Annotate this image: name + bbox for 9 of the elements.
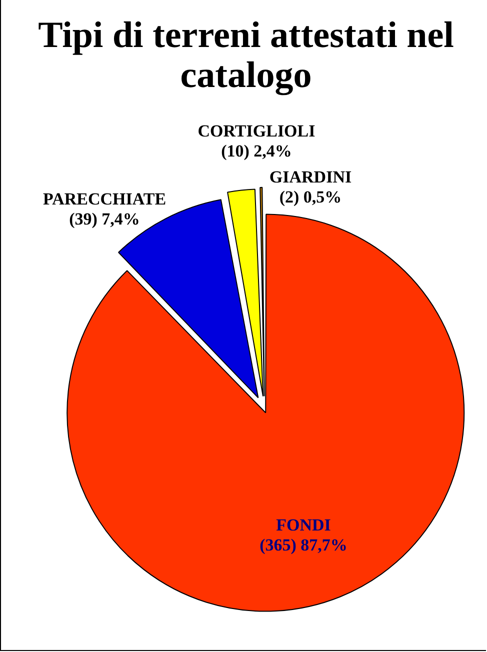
slice-label: FONDI xyxy=(276,516,332,535)
data-label: (365) 87,7% xyxy=(260,536,348,555)
data-label: (10) 2,4% xyxy=(221,141,292,160)
slice-label: GIARDINI xyxy=(269,167,352,186)
slice-label: CORTIGLIOLI xyxy=(198,121,316,140)
data-label: (2) 0,5% xyxy=(279,187,342,206)
slice-label: PARECCHIATE xyxy=(42,189,166,208)
data-label: (39) 7,4% xyxy=(69,209,140,228)
chart-title: Tipi di terreni attestati nel catalogo xyxy=(37,15,455,96)
